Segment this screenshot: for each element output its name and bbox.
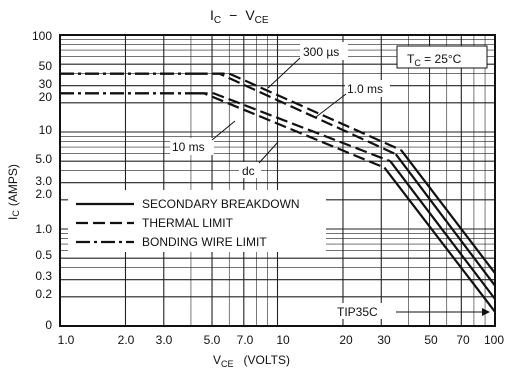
series-line-segment	[389, 160, 496, 300]
series-line-segment	[195, 72, 397, 156]
y-tick-label: 0	[45, 318, 52, 332]
series-line-segment	[383, 166, 496, 313]
y-tick-label: 3.0	[35, 174, 52, 188]
y-axis-label: IC(AMPS)	[6, 164, 21, 220]
chart-title: IC − VCE	[210, 7, 269, 26]
annotation-10ms: 10 ms	[172, 140, 205, 154]
label-bg	[300, 42, 348, 60]
annotation-dc: dc	[242, 164, 255, 178]
series-line-segment	[400, 149, 496, 274]
series-line-segment	[394, 153, 496, 287]
part-number: TIP35C	[337, 305, 378, 319]
legend-label: SECONDARY BREAKDOWN	[142, 197, 300, 211]
annotation-leader	[211, 120, 236, 141]
x-tick-label: 7.0	[237, 333, 254, 347]
y-tick-labels: 100 50 30 20 10 5.0 3.0 2.0 1.0 0.5 0.3 …	[32, 29, 52, 332]
annotation-1ms: 1.0 ms	[347, 82, 383, 96]
y-tick-label: 2.0	[35, 187, 52, 201]
label-bg	[239, 162, 261, 178]
y-tick-label: 30	[39, 77, 53, 91]
x-tick-label: 3.0	[156, 333, 173, 347]
x-tick-label: 20	[339, 333, 353, 347]
x-tick-label: 70	[456, 333, 470, 347]
y-tick-label: 0.3	[35, 269, 52, 283]
y-tick-label: 20	[39, 90, 53, 104]
legend-label: THERMAL LIMIT	[142, 216, 234, 230]
label-bg	[345, 80, 390, 97]
x-tick-label: 10	[276, 333, 290, 347]
series-line-segment	[195, 92, 385, 169]
y-tick-label: 0.5	[35, 248, 52, 262]
annotation-300us: 300 µs	[303, 45, 339, 59]
x-tick-label: 1.0	[58, 333, 75, 347]
label-bg	[170, 138, 214, 155]
arrow-head	[482, 308, 490, 316]
plot-frame	[59, 34, 496, 327]
x-tick-label: 2.0	[118, 333, 135, 347]
y-tick-label: 1.0	[35, 222, 52, 236]
annotation-leader	[258, 141, 279, 164]
x-axis-label: VCE (VOLTS)	[213, 353, 290, 369]
x-tick-label: 5.0	[204, 333, 221, 347]
x-tick-label: 30	[377, 333, 391, 347]
tc-box	[396, 45, 488, 69]
y-tick-label: 100	[32, 29, 52, 43]
annotation-leader	[267, 57, 301, 89]
legend-label: BONDING WIRE LIMIT	[142, 235, 267, 249]
label-bg	[335, 303, 397, 319]
tc-annotation: TC = 25°C	[407, 52, 462, 68]
y-tick-label: 5.0	[35, 152, 52, 166]
y-tick-label: 0.2	[35, 287, 52, 301]
x-tick-label: 100	[484, 333, 504, 347]
y-tick-label: 50	[39, 59, 53, 73]
x-tick-label: 50	[424, 333, 438, 347]
y-tick-label: 10	[39, 123, 53, 137]
legend: SECONDARY BREAKDOWN THERMAL LIMIT BONDIN…	[68, 190, 326, 252]
grid	[60, 35, 495, 326]
annotation-leader	[315, 93, 347, 118]
x-tick-labels: 1.0 2.0 3.0 5.0 7.0 10 20 30 50 70 100	[58, 333, 505, 347]
series-lines	[60, 72, 496, 313]
